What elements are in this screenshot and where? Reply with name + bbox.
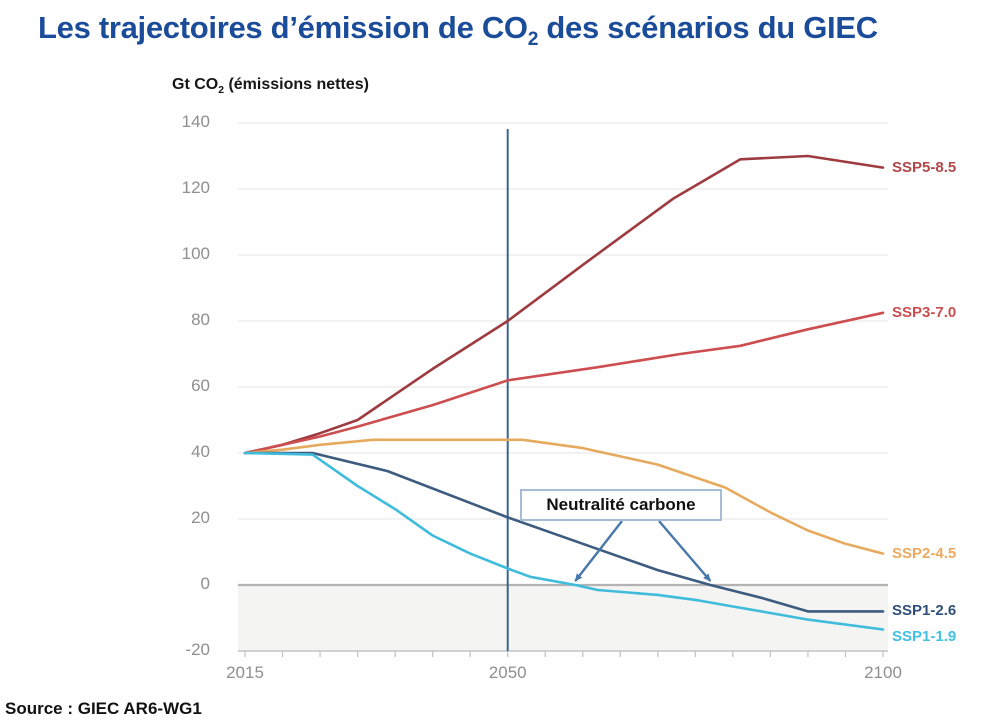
y-axis-unit-label: Gt CO2 (émissions nettes) <box>172 76 369 96</box>
gridlines <box>238 122 888 520</box>
series-label-SSP1-2.6: SSP1-2.6 <box>892 602 957 620</box>
series-line-SSP5-8.5 <box>243 154 885 455</box>
y-tick-label--20: -20 <box>185 640 210 659</box>
x-tick-label-2050: 2050 <box>488 663 527 682</box>
y-tick-label-120: 120 <box>181 178 210 197</box>
page-title: Les trajectoires d’émission de CO2 des s… <box>38 10 878 51</box>
annotation-label: Neutralité carbone <box>546 495 696 514</box>
y-tick-label-0: 0 <box>200 574 210 593</box>
x-tick-label-2015: 2015 <box>226 663 264 682</box>
y-axis-unit-text-end: (émissions nettes) <box>224 76 369 93</box>
y-axis-unit-subscript: 2 <box>218 85 224 97</box>
y-tick-label-20: 20 <box>191 508 210 527</box>
below-zero-shading <box>238 586 888 651</box>
source-note: Source : GIEC AR6-WG1 <box>5 699 202 718</box>
series-label-SSP2-4.5: SSP2-4.5 <box>892 544 957 562</box>
series-line-SSP3-7.0 <box>243 311 885 455</box>
page-title-text-end: des scénarios du GIEC <box>538 10 878 45</box>
y-tick-label-80: 80 <box>191 310 210 329</box>
page-title-text: Les trajectoires d’émission de CO <box>38 10 528 45</box>
y-tick-label-140: 140 <box>181 112 210 131</box>
series-label-SSP5-8.5: SSP5-8.5 <box>892 158 957 176</box>
y-axis-unit-text: Gt CO <box>172 76 219 93</box>
series-line-SSP1-2.6 <box>243 451 885 613</box>
series-label-SSP3-7.0: SSP3-7.0 <box>892 303 957 321</box>
annotation-neutralite-carbone: Neutralité carbone <box>520 489 722 521</box>
page-title-subscript: 2 <box>527 29 539 51</box>
y-tick-label-60: 60 <box>191 376 210 395</box>
annotation-arrows <box>574 520 712 582</box>
series-label-SSP1-1.9: SSP1-1.9 <box>892 627 957 645</box>
x-tick-label-2100: 2100 <box>864 663 902 682</box>
series-line-SSP2-4.5 <box>243 438 885 555</box>
x-axis-line <box>238 650 888 657</box>
series-line-SSP1-1.9 <box>243 451 885 631</box>
y-tick-label-100: 100 <box>181 244 210 263</box>
y-tick-label-40: 40 <box>191 442 210 461</box>
